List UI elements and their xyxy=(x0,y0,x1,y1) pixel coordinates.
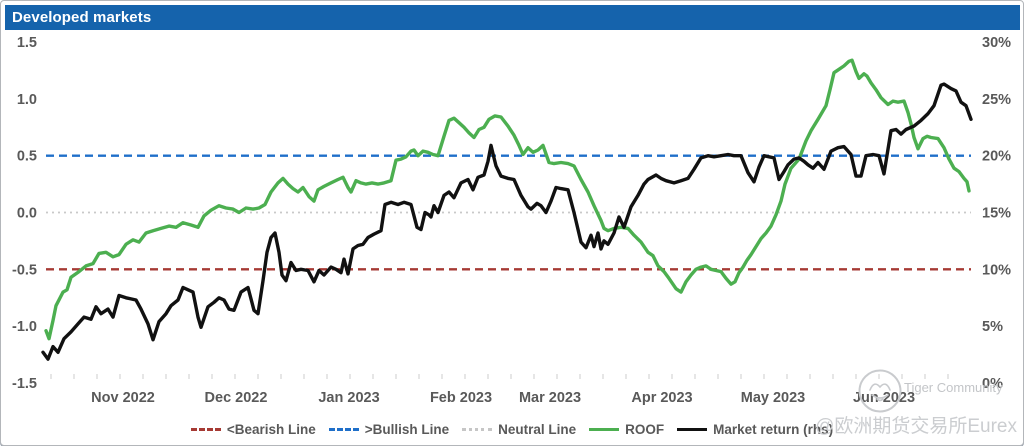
legend-label: Neutral Line xyxy=(498,421,577,437)
left-axis-tick-label: -0.5 xyxy=(12,262,37,278)
legend-label: ROOF xyxy=(625,421,665,437)
left-axis-tick-label: -1.0 xyxy=(12,319,37,335)
left-axis-tick-label: -1.5 xyxy=(12,376,37,392)
legend-label: Market return (rhs) xyxy=(713,421,834,437)
x-axis-tick-label: Jan 2023 xyxy=(318,390,379,406)
series-market-return-rhs- xyxy=(41,82,973,361)
legend-item: ROOF xyxy=(589,422,664,437)
x-axis-tick-label: Jun 2023 xyxy=(853,390,915,406)
right-axis-tick-label: 30% xyxy=(982,35,1011,51)
left-axis-tick-label: 1.5 xyxy=(17,35,37,51)
legend-swatch-dashed xyxy=(328,427,359,431)
chart-title-bar: Developed markets xyxy=(5,5,1020,30)
x-axis-tick-label: Nov 2022 xyxy=(91,390,155,406)
x-axis-tick-label: Dec 2022 xyxy=(205,390,268,406)
right-axis-tick-label: 20% xyxy=(982,149,1011,165)
right-axis-tick-label: 10% xyxy=(982,262,1011,278)
x-axis-tick-label: Apr 2023 xyxy=(631,390,692,406)
legend-swatch-solid xyxy=(677,427,708,431)
legend-label: >Bullish Line xyxy=(364,421,450,437)
legend-swatch-dashed xyxy=(190,427,221,431)
right-axis-tick-label: 0% xyxy=(982,376,1003,392)
x-axis-tick-label: Mar 2023 xyxy=(519,390,581,406)
right-axis-tick-label: 5% xyxy=(982,319,1003,335)
right-axis-tick-label: 25% xyxy=(982,92,1011,108)
x-axis-tick-label: Feb 2023 xyxy=(430,390,492,406)
chart-legend: <Bearish Line >Bullish Line Neutral Line RO… xyxy=(1,416,1023,442)
series-roof xyxy=(44,58,971,341)
legend-item: >Bullish Line xyxy=(328,421,450,437)
legend-item: Neutral Line xyxy=(462,422,576,437)
x-axis-tick-label: May 2023 xyxy=(741,390,806,406)
left-axis-tick-label: 0.0 xyxy=(17,206,37,222)
right-axis-tick-label: 15% xyxy=(982,206,1011,222)
legend-label: <Bearish Line xyxy=(226,421,316,437)
legend-item: <Bearish Line xyxy=(190,421,316,437)
legend-item: Market return (rhs) xyxy=(677,422,833,437)
legend-swatch-dotted xyxy=(462,427,493,431)
left-axis-tick-label: 0.5 xyxy=(17,149,37,165)
chart-title: Developed markets xyxy=(12,9,152,26)
legend-swatch-solid xyxy=(589,427,620,431)
left-axis-tick-label: 1.0 xyxy=(17,92,37,108)
